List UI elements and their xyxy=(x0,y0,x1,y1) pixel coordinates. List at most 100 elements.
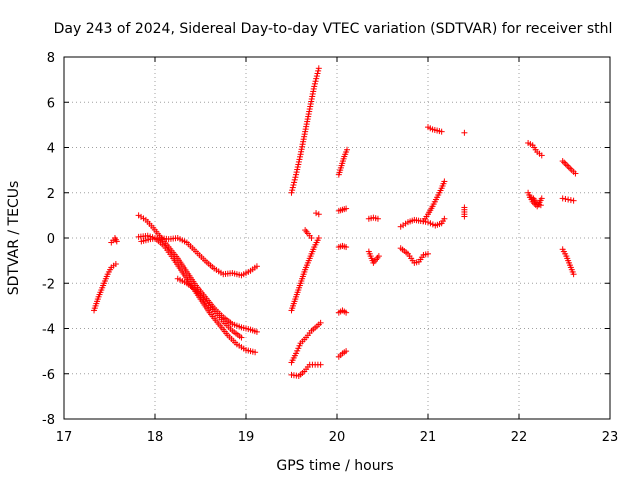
data-point xyxy=(295,345,302,352)
data-point xyxy=(292,174,299,181)
data-point xyxy=(314,70,321,77)
data-point xyxy=(112,261,119,268)
data-point xyxy=(293,169,300,176)
series-arc-28 xyxy=(526,194,544,209)
data-point xyxy=(303,121,310,128)
plot-frame xyxy=(63,56,611,420)
series-arc-13 xyxy=(335,146,351,178)
data-point xyxy=(253,263,260,270)
series-arc-31 xyxy=(559,246,577,278)
data-point xyxy=(253,328,260,335)
series-arc-7 xyxy=(288,65,322,196)
data-point xyxy=(309,90,316,97)
data-point xyxy=(302,126,309,133)
data-point xyxy=(461,129,468,136)
series-arc-8 xyxy=(288,235,322,314)
y-tick-label: 8 xyxy=(47,51,55,66)
data-point xyxy=(306,108,313,115)
data-point xyxy=(310,88,317,95)
data-point xyxy=(300,138,307,145)
data-point xyxy=(313,75,320,82)
y-tick-label: -6 xyxy=(42,368,55,383)
data-point xyxy=(293,350,300,357)
data-point xyxy=(294,347,301,354)
series-arc-26 xyxy=(525,139,545,159)
series-arc-9 xyxy=(302,227,315,241)
data-point xyxy=(562,195,569,202)
data-point xyxy=(315,211,322,218)
data-point xyxy=(299,141,306,148)
data-point xyxy=(375,253,382,260)
data-point xyxy=(313,210,320,217)
data-points xyxy=(91,65,579,380)
data-point xyxy=(289,184,296,191)
x-tick-label: 21 xyxy=(420,430,437,445)
x-tick-label: 18 xyxy=(147,430,164,445)
data-point xyxy=(303,123,310,130)
data-point xyxy=(307,101,314,108)
data-point xyxy=(291,179,298,186)
data-point xyxy=(308,95,315,102)
data-point xyxy=(317,361,324,368)
data-point xyxy=(289,187,296,194)
series-arc-29 xyxy=(559,158,579,177)
data-point xyxy=(374,215,381,222)
data-point xyxy=(570,271,577,278)
data-point xyxy=(315,65,322,72)
y-tick-label: 2 xyxy=(47,187,55,202)
series-arc-6 xyxy=(174,275,245,341)
series-arc-24 xyxy=(461,129,468,136)
y-tick-label: 6 xyxy=(47,96,55,111)
data-point xyxy=(296,342,303,349)
data-point xyxy=(565,196,572,203)
series-arc-22 xyxy=(420,178,448,225)
data-point xyxy=(344,146,351,153)
data-point xyxy=(538,195,545,202)
grid xyxy=(64,57,610,419)
x-tick-label: 19 xyxy=(238,430,255,445)
series-arc-17 xyxy=(335,348,350,360)
data-point xyxy=(291,176,298,183)
data-point xyxy=(288,189,295,196)
data-point xyxy=(297,151,304,158)
data-point xyxy=(304,118,311,125)
x-axis-label: GPS time / hours xyxy=(276,458,393,474)
data-point xyxy=(461,213,468,220)
data-point xyxy=(252,349,259,356)
data-point xyxy=(311,83,318,90)
data-point xyxy=(302,128,309,135)
data-point xyxy=(113,238,120,245)
data-point xyxy=(308,235,315,241)
data-point xyxy=(343,309,350,316)
x-tick-label: 22 xyxy=(511,430,528,445)
data-point xyxy=(298,148,305,155)
axis-ticks: 17 18 19 20 21 22 23 -8 -6 -4 -2 0 2 4 6 8 xyxy=(42,51,618,445)
series-arc-20 xyxy=(397,245,431,266)
x-tick-label: 20 xyxy=(329,430,346,445)
series-arc-11 xyxy=(288,361,324,380)
data-point xyxy=(343,348,350,355)
data-point xyxy=(307,103,314,110)
series-arc-30 xyxy=(559,195,577,204)
data-point xyxy=(293,171,300,178)
series-arc-16 xyxy=(335,307,350,316)
data-point xyxy=(537,202,544,209)
series-arc-10 xyxy=(288,319,324,366)
data-point xyxy=(310,85,317,92)
data-point xyxy=(559,195,566,202)
data-point xyxy=(297,153,304,160)
data-point xyxy=(294,164,301,171)
data-point xyxy=(290,181,297,188)
data-point xyxy=(538,152,545,159)
data-point xyxy=(306,106,313,113)
data-point xyxy=(438,128,445,135)
data-point xyxy=(308,98,315,105)
data-point xyxy=(301,133,308,140)
y-tick-label: 0 xyxy=(47,232,55,247)
chart-title: Day 243 of 2024, Sidereal Day-to-day VTE… xyxy=(54,21,613,37)
data-point xyxy=(570,197,577,204)
data-point xyxy=(425,250,431,257)
series-arc-14 xyxy=(335,205,350,214)
data-point xyxy=(300,136,307,143)
data-point xyxy=(311,80,318,87)
